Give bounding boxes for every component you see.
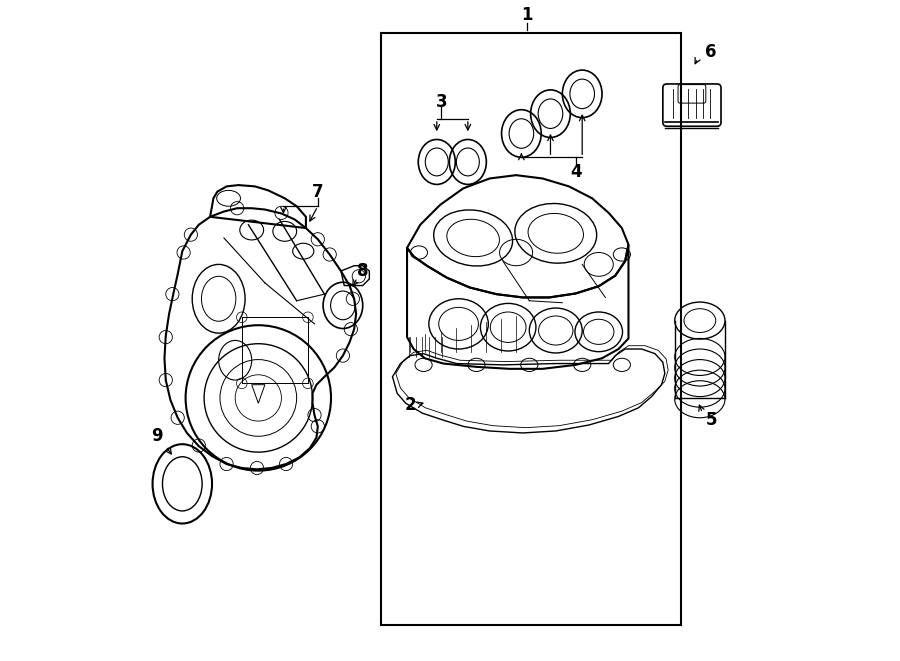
- Text: 9: 9: [151, 427, 163, 446]
- Text: 7: 7: [312, 182, 324, 201]
- Text: 3: 3: [436, 93, 447, 112]
- Bar: [381, 33, 681, 625]
- Text: 2: 2: [404, 395, 416, 414]
- Text: 1: 1: [522, 6, 533, 24]
- Text: 4: 4: [570, 163, 581, 181]
- Text: 5: 5: [706, 410, 716, 429]
- Text: 6: 6: [706, 42, 716, 61]
- Text: 8: 8: [357, 262, 368, 280]
